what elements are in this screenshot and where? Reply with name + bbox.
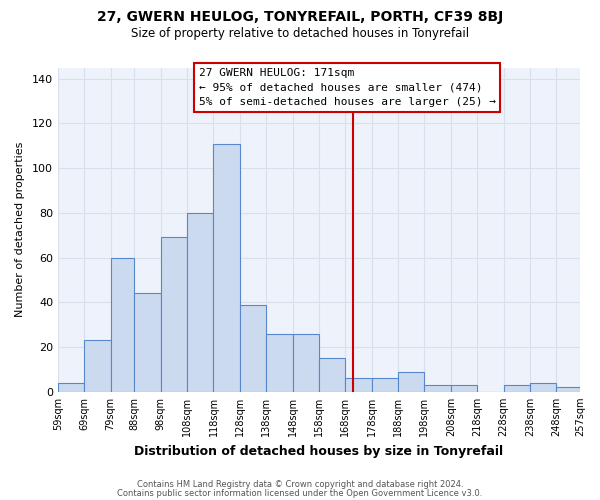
Bar xyxy=(134,294,161,392)
Bar xyxy=(293,334,319,392)
Text: Size of property relative to detached houses in Tonyrefail: Size of property relative to detached ho… xyxy=(131,28,469,40)
Text: Contains HM Land Registry data © Crown copyright and database right 2024.: Contains HM Land Registry data © Crown c… xyxy=(137,480,463,489)
Bar xyxy=(84,340,110,392)
Bar xyxy=(58,383,84,392)
Text: 27, GWERN HEULOG, TONYREFAIL, PORTH, CF39 8BJ: 27, GWERN HEULOG, TONYREFAIL, PORTH, CF3… xyxy=(97,10,503,24)
X-axis label: Distribution of detached houses by size in Tonyrefail: Distribution of detached houses by size … xyxy=(134,444,503,458)
Bar xyxy=(556,388,580,392)
Bar xyxy=(319,358,346,392)
Bar xyxy=(266,334,293,392)
Bar xyxy=(398,372,424,392)
Text: Contains public sector information licensed under the Open Government Licence v3: Contains public sector information licen… xyxy=(118,488,482,498)
Bar xyxy=(214,144,240,392)
Bar xyxy=(346,378,371,392)
Y-axis label: Number of detached properties: Number of detached properties xyxy=(15,142,25,318)
Bar xyxy=(240,304,266,392)
Bar xyxy=(424,385,451,392)
Text: 27 GWERN HEULOG: 171sqm
← 95% of detached houses are smaller (474)
5% of semi-de: 27 GWERN HEULOG: 171sqm ← 95% of detache… xyxy=(199,68,496,107)
Bar xyxy=(187,213,214,392)
Bar xyxy=(503,385,530,392)
Bar xyxy=(371,378,398,392)
Bar xyxy=(161,238,187,392)
Bar xyxy=(451,385,477,392)
Bar xyxy=(530,383,556,392)
Bar xyxy=(110,258,134,392)
